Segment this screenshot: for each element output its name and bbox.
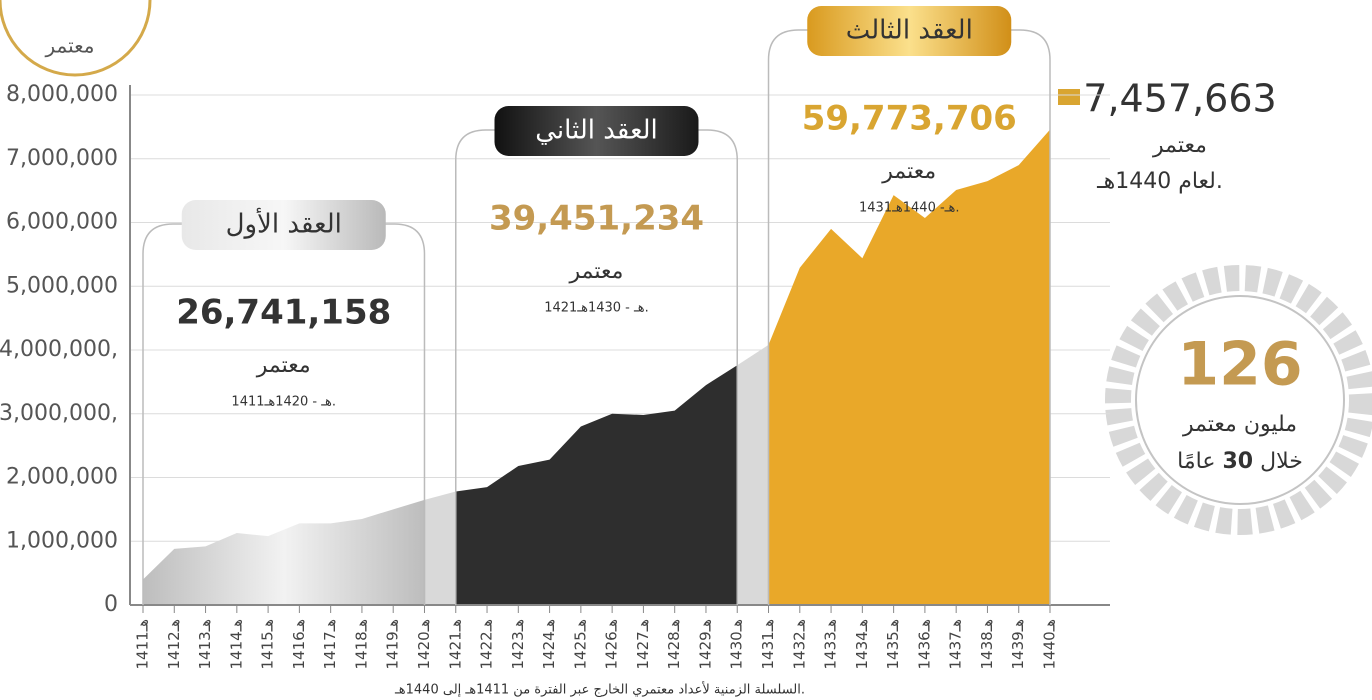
latest-year: لعام 1440هـ. bbox=[1096, 169, 1223, 194]
x-tick-label: 1422هـ bbox=[478, 619, 496, 670]
x-tick-label: 1429هـ bbox=[696, 619, 714, 670]
decade-range: 1431هـ- 1440هـ. bbox=[859, 201, 960, 216]
x-tick-label: 1439هـ bbox=[1009, 619, 1027, 670]
x-tick-label: 1418هـ bbox=[352, 619, 370, 670]
badge: 126 مليون معتمر خلال 30 عامًا bbox=[1118, 278, 1362, 522]
y-axis-label: معتمر bbox=[45, 34, 95, 58]
x-tick-label: 1433هـ bbox=[822, 619, 840, 670]
x-tick-label: 1427هـ bbox=[634, 619, 652, 670]
x-tick-label: 1436هـ bbox=[915, 619, 933, 670]
chart: معتمر السلسلة الزمنية لأعداد معتمري الخا… bbox=[0, 0, 1372, 700]
x-tick-label: 1426هـ bbox=[603, 619, 621, 670]
y-tick-label: 4,000,000, bbox=[0, 337, 118, 362]
x-tick-label: 1419هـ bbox=[384, 619, 402, 670]
x-tick-label: 1423هـ bbox=[509, 619, 527, 670]
badge-line2: خلال 30 عامًا bbox=[1177, 449, 1303, 474]
x-tick-label: 1416هـ bbox=[290, 619, 308, 670]
y-tick-label: 7,000,000 bbox=[6, 146, 118, 171]
badge-number: 126 bbox=[1177, 330, 1302, 400]
x-tick-label: 1415هـ bbox=[259, 619, 277, 670]
decade-title: العقد الثاني bbox=[535, 116, 658, 146]
decade-title: العقد الثالث bbox=[846, 16, 973, 46]
x-tick-label: 1417هـ bbox=[321, 619, 339, 670]
y-tick-label: 8,000,000 bbox=[6, 82, 118, 107]
decade-range: 1411هـ - 1420هـ. bbox=[231, 395, 336, 410]
x-tick-label: 1431هـ bbox=[759, 619, 777, 670]
badge-ring bbox=[1118, 278, 1362, 522]
latest-value: 7,457,663 bbox=[1083, 77, 1276, 121]
decade-total: 26,741,158 bbox=[176, 293, 391, 333]
y-tick-label: 6,000,000 bbox=[6, 210, 118, 235]
x-tick-label: 1440هـ bbox=[1041, 619, 1059, 670]
y-tick-label: 0 bbox=[104, 592, 118, 617]
x-tick-label: 1420هـ bbox=[415, 619, 433, 670]
x-tick-label: 1428هـ bbox=[665, 619, 683, 670]
flag bbox=[1058, 89, 1080, 105]
decade-total: 59,773,706 bbox=[802, 99, 1017, 139]
x-tick-label: 1430هـ bbox=[728, 619, 746, 670]
x-tick-label: 1421هـ bbox=[446, 619, 464, 670]
latest-unit: معتمر bbox=[1152, 133, 1207, 158]
decade-unit: معتمر bbox=[881, 159, 936, 184]
x-tick-label: 1434هـ bbox=[853, 619, 871, 670]
badge-text: خلال bbox=[1253, 449, 1303, 474]
y-tick-label: 1,000,000 bbox=[6, 528, 118, 553]
decade-unit: معتمر bbox=[569, 259, 624, 284]
badge-line1: مليون معتمر bbox=[1182, 412, 1297, 437]
badge-years: 30 bbox=[1222, 449, 1253, 474]
decade-range: 1421هـ - 1430هـ. bbox=[544, 301, 649, 316]
x-tick-label: 1414هـ bbox=[227, 619, 245, 670]
y-tick-label: 3,000,000, bbox=[0, 401, 118, 426]
x-tick-label: 1435هـ bbox=[884, 619, 902, 670]
x-tick-label: 1437هـ bbox=[947, 619, 965, 670]
caption: السلسلة الزمنية لأعداد معتمري الخارج عبر… bbox=[394, 681, 805, 698]
badge-text: عامًا bbox=[1177, 449, 1222, 474]
x-tick-label: 1438هـ bbox=[978, 619, 996, 670]
x-tick-label: 1424هـ bbox=[540, 619, 558, 670]
y-tick-label: 5,000,000 bbox=[6, 273, 118, 298]
x-tick-label: 1412هـ bbox=[165, 619, 183, 670]
decade-unit: معتمر bbox=[256, 353, 311, 378]
decade-title: العقد الأول bbox=[226, 207, 342, 240]
decade-total: 39,451,234 bbox=[489, 199, 704, 239]
x-tick-label: 1432هـ bbox=[790, 619, 808, 670]
x-tick-label: 1411هـ bbox=[134, 619, 152, 670]
y-tick-label: 2,000,000 bbox=[6, 465, 118, 490]
x-tick-label: 1413هـ bbox=[196, 619, 214, 670]
x-tick-label: 1425هـ bbox=[571, 619, 589, 670]
